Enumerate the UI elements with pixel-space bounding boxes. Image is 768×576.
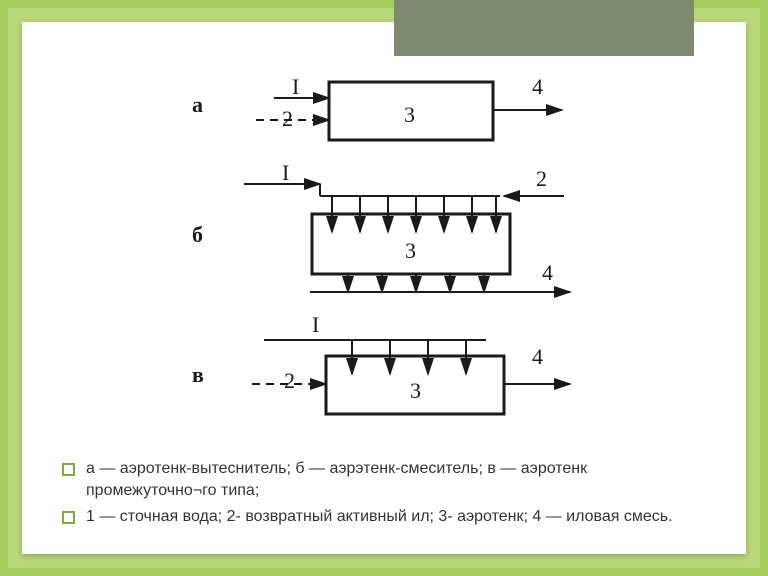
scheme-b-input-I-label: I bbox=[282, 160, 289, 185]
scheme-v: в 3 I 2 4 bbox=[192, 312, 570, 414]
scheme-v-label: в bbox=[192, 362, 204, 387]
top-tab bbox=[394, 0, 694, 56]
diagram-area: а 3 I 2 4 б 3 I bbox=[22, 44, 746, 444]
caption-list: а — аэротенк-вытеснитель; б — аэрэтенк-с… bbox=[62, 458, 706, 532]
scheme-v-input-I-label: I bbox=[312, 312, 319, 337]
caption-text-2: 1 — сточная вода; 2- возвратный активный… bbox=[86, 508, 673, 525]
scheme-a-box-label: 3 bbox=[404, 102, 415, 127]
diagram-svg: а 3 I 2 4 б 3 I bbox=[134, 44, 634, 444]
scheme-b: б 3 I 2 bbox=[192, 160, 570, 292]
caption-text-1: а — аэротенк-вытеснитель; б — аэрэтенк-с… bbox=[86, 460, 587, 499]
caption-item-1: а — аэротенк-вытеснитель; б — аэрэтенк-с… bbox=[62, 458, 706, 502]
scheme-a-output-4-label: 4 bbox=[532, 74, 543, 99]
scheme-b-label: б bbox=[192, 222, 203, 247]
scheme-b-box-label: 3 bbox=[405, 238, 416, 263]
scheme-v-output-4-label: 4 bbox=[532, 344, 543, 369]
scheme-a-input-I-label: I bbox=[292, 74, 299, 99]
content-card: а 3 I 2 4 б 3 I bbox=[22, 22, 746, 554]
scheme-v-box-label: 3 bbox=[410, 378, 421, 403]
scheme-a-input-2-label: 2 bbox=[282, 106, 293, 131]
scheme-v-input-2-label: 2 bbox=[284, 368, 295, 393]
scheme-b-bottom-drops bbox=[348, 274, 484, 292]
scheme-b-input-2-label: 2 bbox=[536, 166, 547, 191]
caption-item-2: 1 — сточная вода; 2- возвратный активный… bbox=[62, 506, 706, 528]
scheme-a-label: а bbox=[192, 92, 203, 117]
scheme-b-output-4-label: 4 bbox=[542, 260, 553, 285]
scheme-a: а 3 I 2 4 bbox=[192, 74, 562, 140]
